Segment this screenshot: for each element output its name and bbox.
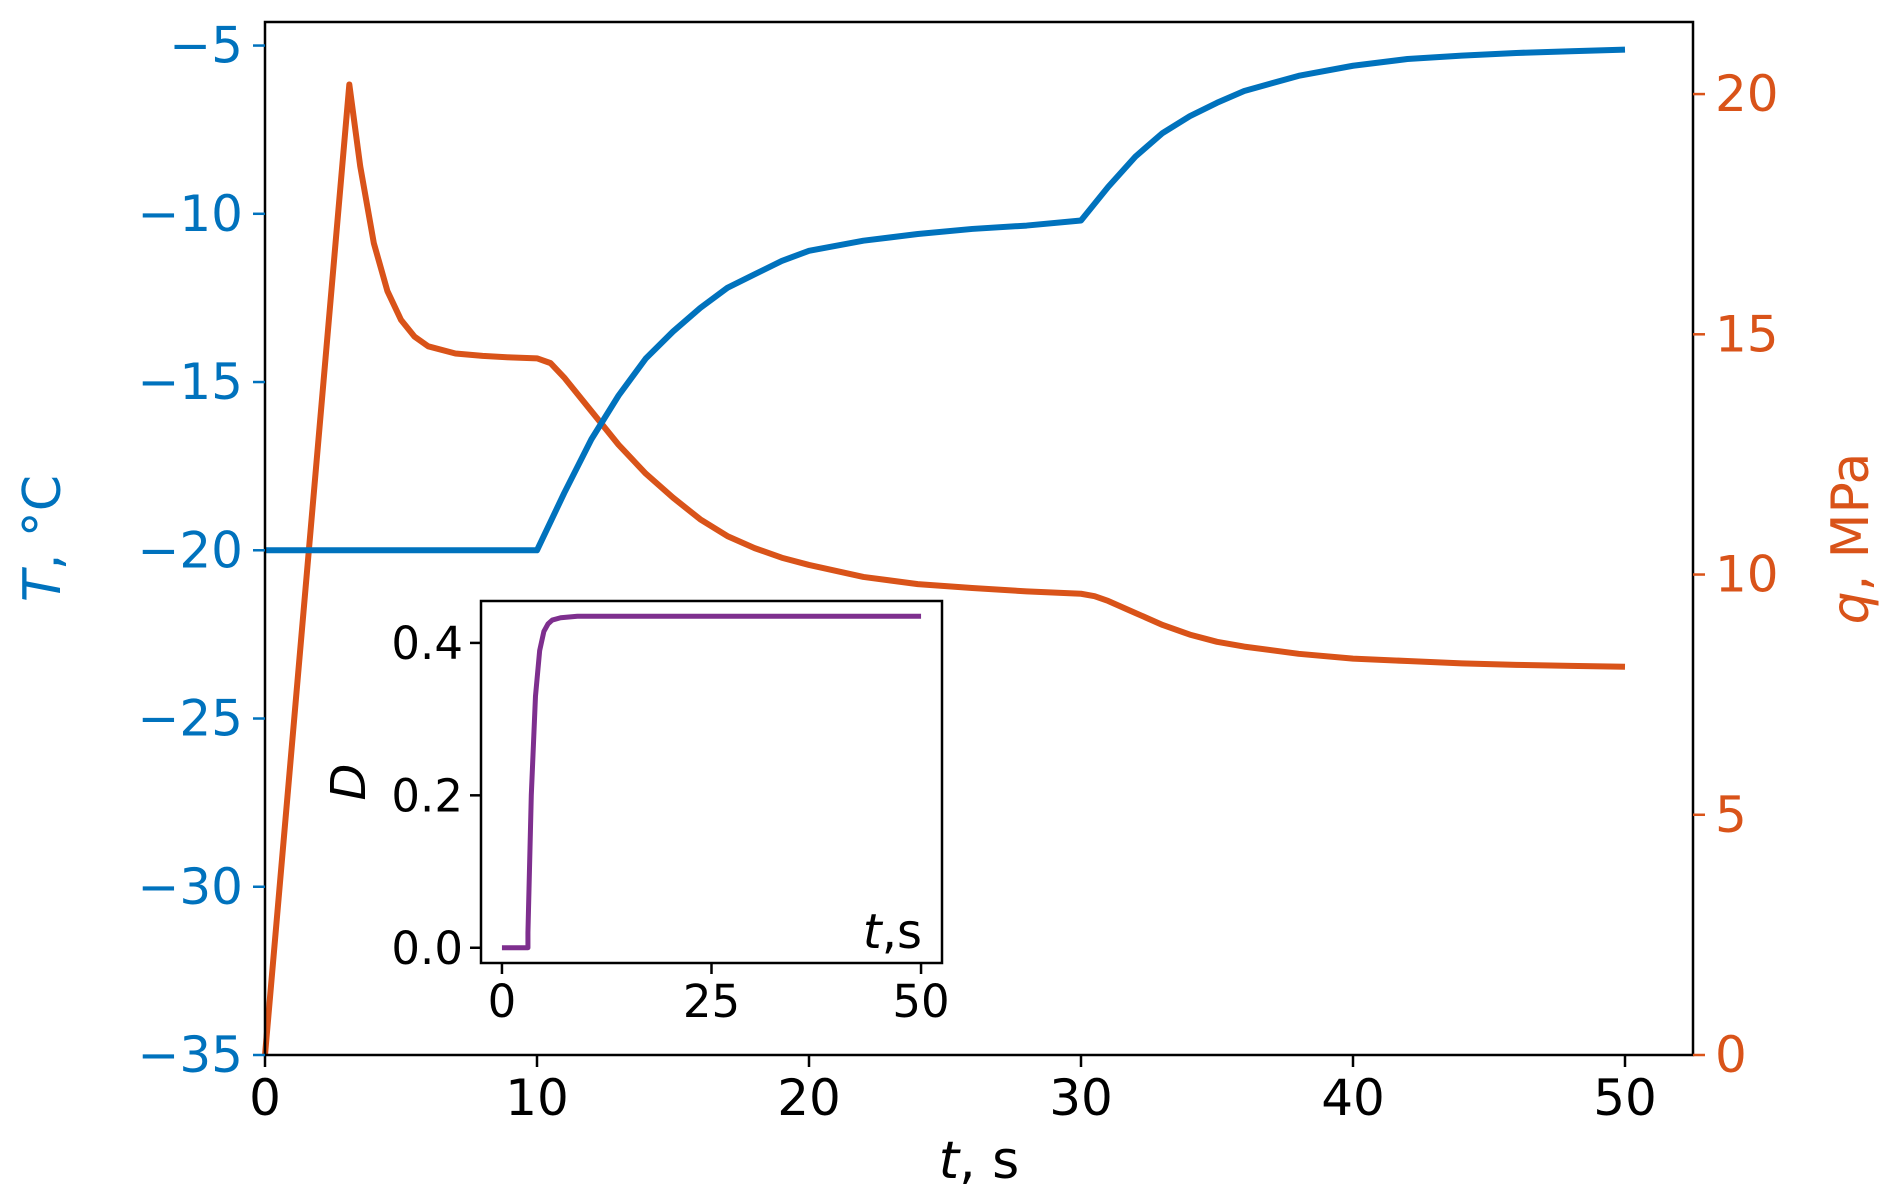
inset-background xyxy=(481,601,942,963)
main-frame xyxy=(263,20,1695,1057)
left-y-tick-label: −10 xyxy=(137,185,243,243)
right-y-tick-label: 10 xyxy=(1715,546,1779,604)
inset-y-tick-label: 0.0 xyxy=(391,922,463,975)
right-y-tick-label: 0 xyxy=(1715,1026,1747,1084)
x-tick-label: 40 xyxy=(1321,1069,1385,1127)
inset-y-tick-label: 0.2 xyxy=(391,769,463,822)
inset-y-axis-title: D xyxy=(321,764,377,801)
right-y-tick-label: 5 xyxy=(1715,786,1747,844)
x-tick-label: 50 xyxy=(1593,1069,1657,1127)
left-y-tick-label: −15 xyxy=(137,353,243,411)
inset-x-axis-title-unit: ,s xyxy=(882,904,922,960)
x-tick-label: 20 xyxy=(777,1069,841,1127)
left-y-axis-title-variable: T xyxy=(13,566,73,602)
left-y-tick-label: −5 xyxy=(169,17,243,75)
x-axis-title-variable: t xyxy=(939,1131,961,1191)
left-y-tick-label: −20 xyxy=(137,521,243,579)
right-y-axis-title-unit: , MPa xyxy=(1821,453,1881,592)
damage-series-line xyxy=(501,613,922,951)
inset-x-axis-title: t,s xyxy=(863,904,922,960)
inset-y-tick-label: 0.4 xyxy=(391,617,463,670)
right-y-axis-title: q, MPa xyxy=(1821,453,1881,625)
temperature-series-line xyxy=(265,46,1626,554)
right-y-tick-label: 15 xyxy=(1715,305,1779,363)
x-tick-label: 30 xyxy=(1049,1069,1113,1127)
inset-x-axis-title-variable: t xyxy=(863,904,884,960)
inset-x-tick-label: 50 xyxy=(892,975,949,1028)
left-y-tick-label: −30 xyxy=(137,858,243,916)
inset-x-tick-label: 0 xyxy=(488,975,517,1028)
inset-x-tick-label: 25 xyxy=(683,975,740,1028)
left-y-tick-label: −35 xyxy=(137,1026,243,1084)
x-tick-label: 10 xyxy=(505,1069,569,1127)
stress-series-line xyxy=(262,81,1626,1056)
inset-plot: 0 25 50 0.0 0.2 0.4 t,s D xyxy=(321,599,950,1028)
x-tick-label: 0 xyxy=(249,1069,281,1127)
right-y-tick-label: 20 xyxy=(1715,65,1779,123)
left-y-axis-title-unit: , °C xyxy=(13,475,73,570)
right-y-axis-title-variable: q xyxy=(1821,591,1881,624)
left-y-axis-title: T, °C xyxy=(13,475,73,602)
main-plot: 0 10 20 30 40 50 −35 −30 −25 −20 −15 −10 −5 0 5 10 15 20 t… xyxy=(13,17,1881,1191)
x-axis-title: t, s xyxy=(939,1131,1020,1191)
left-y-tick-label: −25 xyxy=(137,690,243,748)
x-axis-title-unit: , s xyxy=(959,1131,1019,1191)
